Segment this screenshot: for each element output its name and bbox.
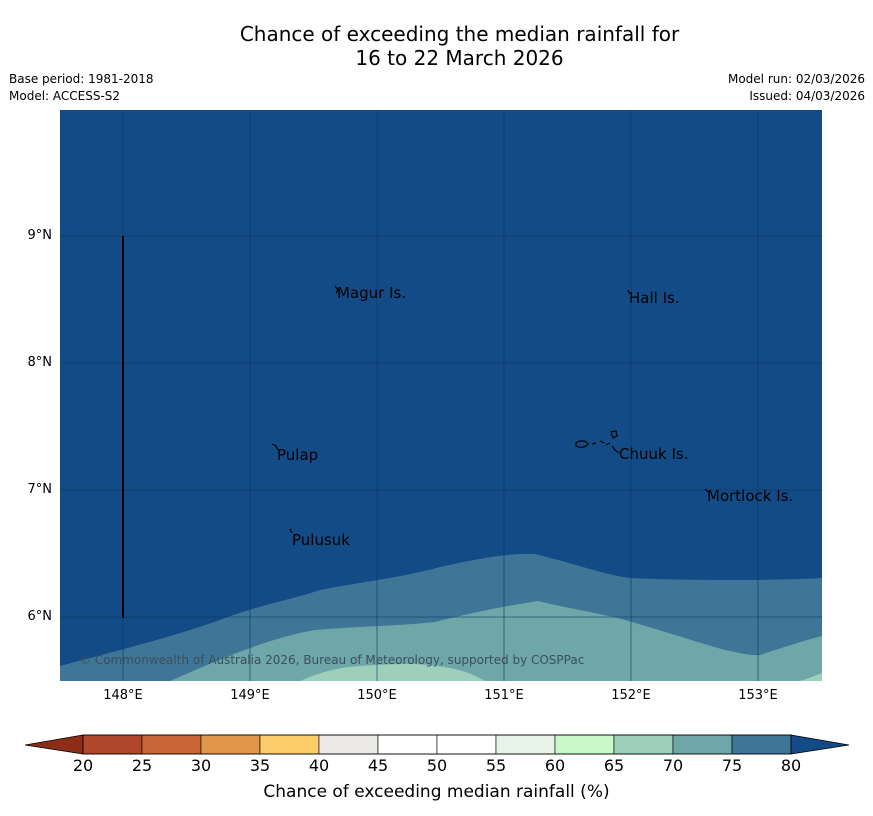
colorbar-tick-20: 20 [72, 756, 94, 775]
colorbar-bands [82, 734, 792, 755]
colorbar-band-45-50 [377, 734, 438, 755]
lon-label-148: 148°E [103, 688, 143, 703]
band-65-70 [300, 664, 822, 681]
model-name: Model: ACCESS-S2 [9, 89, 121, 103]
colorbar-band-50-55 [436, 734, 497, 755]
issued-date: Issued: 04/03/2026 [749, 89, 865, 103]
place-label-hall: Hall Is. [629, 289, 680, 307]
lon-label-151: 151°E [484, 688, 524, 703]
map-panel: Magur Is. Hall Is. Pulap Chuuk Is. Mortl… [60, 110, 822, 681]
colorbar-band-55-60 [495, 734, 556, 755]
lon-label-149: 149°E [230, 688, 270, 703]
lat-label-8: 8°N [27, 355, 53, 370]
colorbar-band-40-45 [318, 734, 379, 755]
colorbar-over-arrow [791, 735, 849, 754]
colorbar-tick-65: 65 [603, 756, 625, 775]
colorbar-tick-70: 70 [662, 756, 684, 775]
colorbar-frame [82, 734, 792, 755]
title-line-2: 16 to 22 March 2026 [355, 46, 564, 70]
colorbar-tick-40: 40 [308, 756, 330, 775]
colorbar-band-70-75 [672, 734, 733, 755]
place-label-magur: Magur Is. [337, 284, 407, 302]
base-period: Base period: 1981-2018 [9, 72, 154, 86]
colorbar-tick-30: 30 [190, 756, 212, 775]
band-70-75 [170, 601, 822, 681]
place-label-chuuk: Chuuk Is. [619, 445, 689, 463]
colorbar-band-25-30 [141, 734, 202, 755]
colorbar-tick-80: 80 [780, 756, 802, 775]
colorbar-under-outline [25, 734, 84, 755]
colorbar-tick-75: 75 [721, 756, 743, 775]
lon-label-153: 153°E [738, 688, 778, 703]
colorbar-tick-50: 50 [426, 756, 448, 775]
map-svg [60, 110, 822, 681]
copyright-notice: © Commonwealth of Australia 2026, Bureau… [79, 653, 585, 667]
model-run-date: Model run: 02/03/2026 [727, 72, 865, 86]
meta-right: Model run: 02/03/2026 Issued: 04/03/2026 [728, 71, 865, 105]
colorbar-tick-60: 60 [544, 756, 566, 775]
lon-label-152: 152°E [611, 688, 651, 703]
colorbar-tick-45: 45 [367, 756, 389, 775]
colorbar-band-75-80 [731, 734, 792, 755]
island-pulusuk [289, 528, 293, 534]
place-label-pulap: Pulap [277, 446, 319, 464]
island-outlines [271, 285, 709, 534]
colorbar-label: Chance of exceeding median rainfall (%) [263, 782, 610, 802]
colorbar-band-65-70 [613, 734, 674, 755]
graticule [60, 110, 822, 681]
colorbar-band-20-25 [82, 734, 143, 755]
colorbar-band-60-65 [554, 734, 615, 755]
meta-left: Base period: 1981-2018 Model: ACCESS-S2 [9, 71, 154, 105]
lon-label-150: 150°E [357, 688, 397, 703]
island-magur [334, 285, 339, 294]
title-line-1: Chance of exceeding the median rainfall … [239, 22, 680, 46]
colorbar-band-35-40 [259, 734, 320, 755]
lat-label-7: 7°N [27, 482, 53, 497]
lat-label-9: 9°N [27, 228, 53, 243]
island-hall [627, 289, 631, 295]
colorbar-tick-55: 55 [485, 756, 507, 775]
map-title: Chance of exceeding the median rainfall … [0, 22, 873, 70]
island-pulap [271, 443, 279, 451]
island-chuuk [575, 430, 620, 454]
colorbar-tick-35: 35 [249, 756, 271, 775]
lat-label-6: 6°N [27, 609, 53, 624]
place-label-mortlock: Mortlock Is. [707, 487, 794, 505]
place-label-pulusuk: Pulusuk [292, 531, 350, 549]
colorbar [25, 734, 850, 755]
island-mortlock [704, 488, 709, 493]
colorbar-under-arrow [25, 735, 83, 754]
colorbar-band-30-35 [200, 734, 261, 755]
colorbar-over-outline [790, 734, 850, 755]
colorbar-tick-25: 25 [131, 756, 153, 775]
